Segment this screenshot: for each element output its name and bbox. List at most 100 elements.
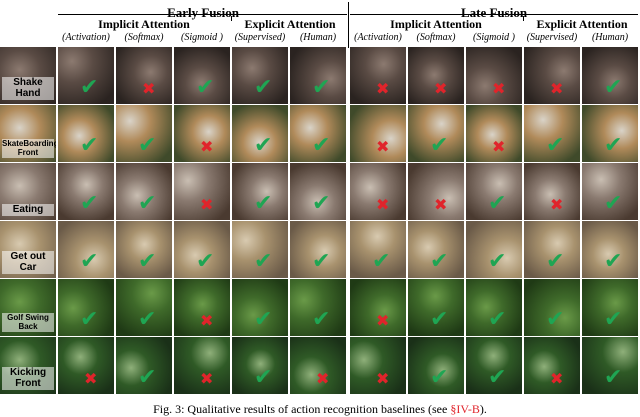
early-fusion-heading: Early Fusion — [167, 5, 239, 20]
cross-icon: ✖ — [200, 311, 214, 330]
attention-map-cell: ✔ — [232, 337, 288, 394]
method-label: (Human) — [299, 32, 337, 43]
checkmark-icon: ✔ — [312, 133, 331, 158]
checkmark-icon: ✔ — [604, 191, 623, 216]
cross-icon: ✖ — [376, 311, 390, 330]
row-thumbnail: Shake Hand — [0, 47, 56, 104]
checkmark-icon: ✔ — [254, 307, 273, 332]
attention-map-cell: ✔ — [524, 105, 580, 162]
attention-map-cell: ✔ — [408, 279, 464, 336]
attention-map-cell: ✔ — [582, 47, 638, 104]
attention-map-cell: ✖ — [58, 337, 114, 394]
group-tick — [231, 16, 232, 21]
attention-map-cell: ✖ — [350, 105, 406, 162]
cross-icon: ✖ — [434, 195, 448, 214]
checkmark-icon: ✔ — [254, 191, 273, 216]
attention-map-cell: ✖ — [350, 279, 406, 336]
method-label: (Supervised) — [234, 32, 286, 43]
action-label: Eating — [2, 203, 54, 216]
attention-map-cell: ✖ — [174, 105, 230, 162]
checkmark-icon: ✔ — [312, 191, 331, 216]
caption-suffix: ). — [479, 402, 487, 416]
cross-icon: ✖ — [376, 79, 390, 98]
cross-icon: ✖ — [316, 369, 330, 388]
cross-icon: ✖ — [200, 195, 214, 214]
checkmark-icon: ✔ — [488, 191, 507, 216]
attention-map-cell: ✔ — [582, 221, 638, 278]
late-implicit-heading: Implicit Attention — [390, 17, 482, 31]
attention-map-cell: ✖ — [350, 47, 406, 104]
attention-map-cell: ✔ — [582, 105, 638, 162]
checkmark-icon: ✔ — [80, 133, 99, 158]
attention-map-cell: ✔ — [232, 163, 288, 220]
attention-map-cell: ✖ — [408, 47, 464, 104]
checkmark-icon: ✔ — [372, 249, 391, 274]
checkmark-icon: ✔ — [80, 191, 99, 216]
checkmark-icon: ✔ — [138, 249, 157, 274]
cross-icon: ✖ — [200, 369, 214, 388]
cross-icon: ✖ — [550, 195, 564, 214]
attention-map-cell: ✔ — [58, 221, 114, 278]
checkmark-icon: ✔ — [604, 307, 623, 332]
method-label: (Activation) — [354, 32, 402, 43]
checkmark-icon: ✔ — [430, 307, 449, 332]
attention-map-cell: ✔ — [350, 221, 406, 278]
attention-map-cell: ✔ — [116, 279, 172, 336]
checkmark-icon: ✔ — [196, 249, 215, 274]
group-tick — [523, 16, 524, 21]
method-label: (Human) — [591, 32, 629, 43]
attention-map-cell: ✔ — [174, 221, 230, 278]
checkmark-icon: ✔ — [604, 249, 623, 274]
early-fusion-rule — [58, 14, 347, 15]
action-label: SkateBoarding Front — [2, 139, 56, 158]
cross-icon: ✖ — [200, 137, 214, 156]
row-thumbnail: Get out Car — [0, 221, 56, 278]
action-label: Golf Swing Back — [2, 313, 54, 332]
checkmark-icon: ✔ — [196, 75, 215, 100]
checkmark-icon: ✔ — [546, 133, 565, 158]
attention-map-cell: ✔ — [408, 105, 464, 162]
attention-map-cell: ✔ — [466, 221, 522, 278]
caption-text: Qualitative results of action recognitio… — [187, 402, 451, 416]
attention-map-cell: ✔ — [232, 105, 288, 162]
checkmark-icon: ✔ — [138, 307, 157, 332]
figure-caption: Fig. 3: Qualitative results of action re… — [0, 402, 640, 417]
late-fusion-rule — [350, 14, 638, 15]
checkmark-icon: ✔ — [138, 133, 157, 158]
attention-map-cell: ✖ — [350, 163, 406, 220]
attention-map-cell: ✖ — [174, 279, 230, 336]
action-label: Kicking Front — [2, 367, 54, 390]
checkmark-icon: ✔ — [488, 307, 507, 332]
attention-map-cell: ✔ — [116, 105, 172, 162]
checkmark-icon: ✔ — [80, 249, 99, 274]
attention-map-cell: ✔ — [524, 279, 580, 336]
attention-map-cell: ✔ — [524, 221, 580, 278]
attention-map-cell: ✔ — [116, 163, 172, 220]
attention-map-cell: ✔ — [290, 47, 346, 104]
attention-map-cell: ✔ — [290, 163, 346, 220]
attention-map-cell: ✖ — [290, 337, 346, 394]
cross-icon: ✖ — [376, 137, 390, 156]
method-label: (Supervised) — [526, 32, 578, 43]
checkmark-icon: ✔ — [312, 249, 331, 274]
checkmark-icon: ✔ — [604, 365, 623, 390]
attention-map-cell: ✔ — [290, 279, 346, 336]
checkmark-icon: ✔ — [312, 75, 331, 100]
checkmark-icon: ✔ — [138, 365, 157, 390]
cross-icon: ✖ — [492, 79, 506, 98]
attention-map-cell: ✖ — [524, 337, 580, 394]
row-thumbnail: Eating — [0, 163, 56, 220]
cross-icon: ✖ — [376, 369, 390, 388]
attention-map-cell: ✔ — [466, 279, 522, 336]
caption-reference-link[interactable]: §IV-B — [450, 402, 480, 416]
attention-map-cell: ✔ — [174, 47, 230, 104]
attention-map-cell: ✔ — [290, 221, 346, 278]
attention-map-cell: ✖ — [408, 163, 464, 220]
early-explicit-heading: Explicit Attention — [244, 17, 336, 31]
attention-map-cell: ✔ — [58, 163, 114, 220]
row-thumbnail: Kicking Front — [0, 337, 56, 394]
action-label: Shake Hand — [2, 77, 54, 100]
checkmark-icon: ✔ — [138, 191, 157, 216]
attention-map-cell: ✔ — [232, 47, 288, 104]
attention-map-cell: ✖ — [466, 47, 522, 104]
